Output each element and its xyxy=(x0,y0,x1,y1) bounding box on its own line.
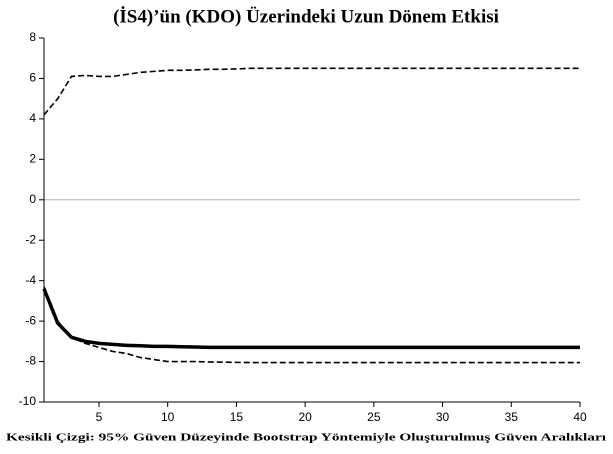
y-tick-label: 4 xyxy=(29,111,36,125)
x-tick-label: 30 xyxy=(436,410,450,424)
y-tick-label: -4 xyxy=(25,273,36,287)
x-tick-label: 25 xyxy=(367,410,381,424)
y-tick-label: -8 xyxy=(25,354,36,368)
x-axis-label: Kesikli Çizgi: 95% Güven Düzeyinde Boots… xyxy=(6,432,606,444)
y-tick-label: 2 xyxy=(29,152,36,166)
y-tick-label: 0 xyxy=(29,192,36,206)
y-tick-label: -10 xyxy=(19,394,37,408)
series-line xyxy=(43,286,580,364)
y-tick-label: -2 xyxy=(25,232,36,246)
x-tick-label: 40 xyxy=(573,410,587,424)
y-tick-label: 8 xyxy=(29,30,36,44)
series-line xyxy=(42,288,580,350)
x-tick-label: 35 xyxy=(505,410,519,424)
x-tick-label: 20 xyxy=(298,410,312,424)
chart-title: (İS4)’ün (KDO) Üzerindeki Uzun Dönem Etk… xyxy=(113,6,499,27)
x-tick-label: 15 xyxy=(230,410,244,424)
x-tick-label: 10 xyxy=(161,410,175,424)
y-tick-label: -6 xyxy=(25,313,36,327)
series-line xyxy=(43,67,580,116)
x-tick-label: 5 xyxy=(96,410,103,424)
y-tick-label: 6 xyxy=(29,71,36,85)
